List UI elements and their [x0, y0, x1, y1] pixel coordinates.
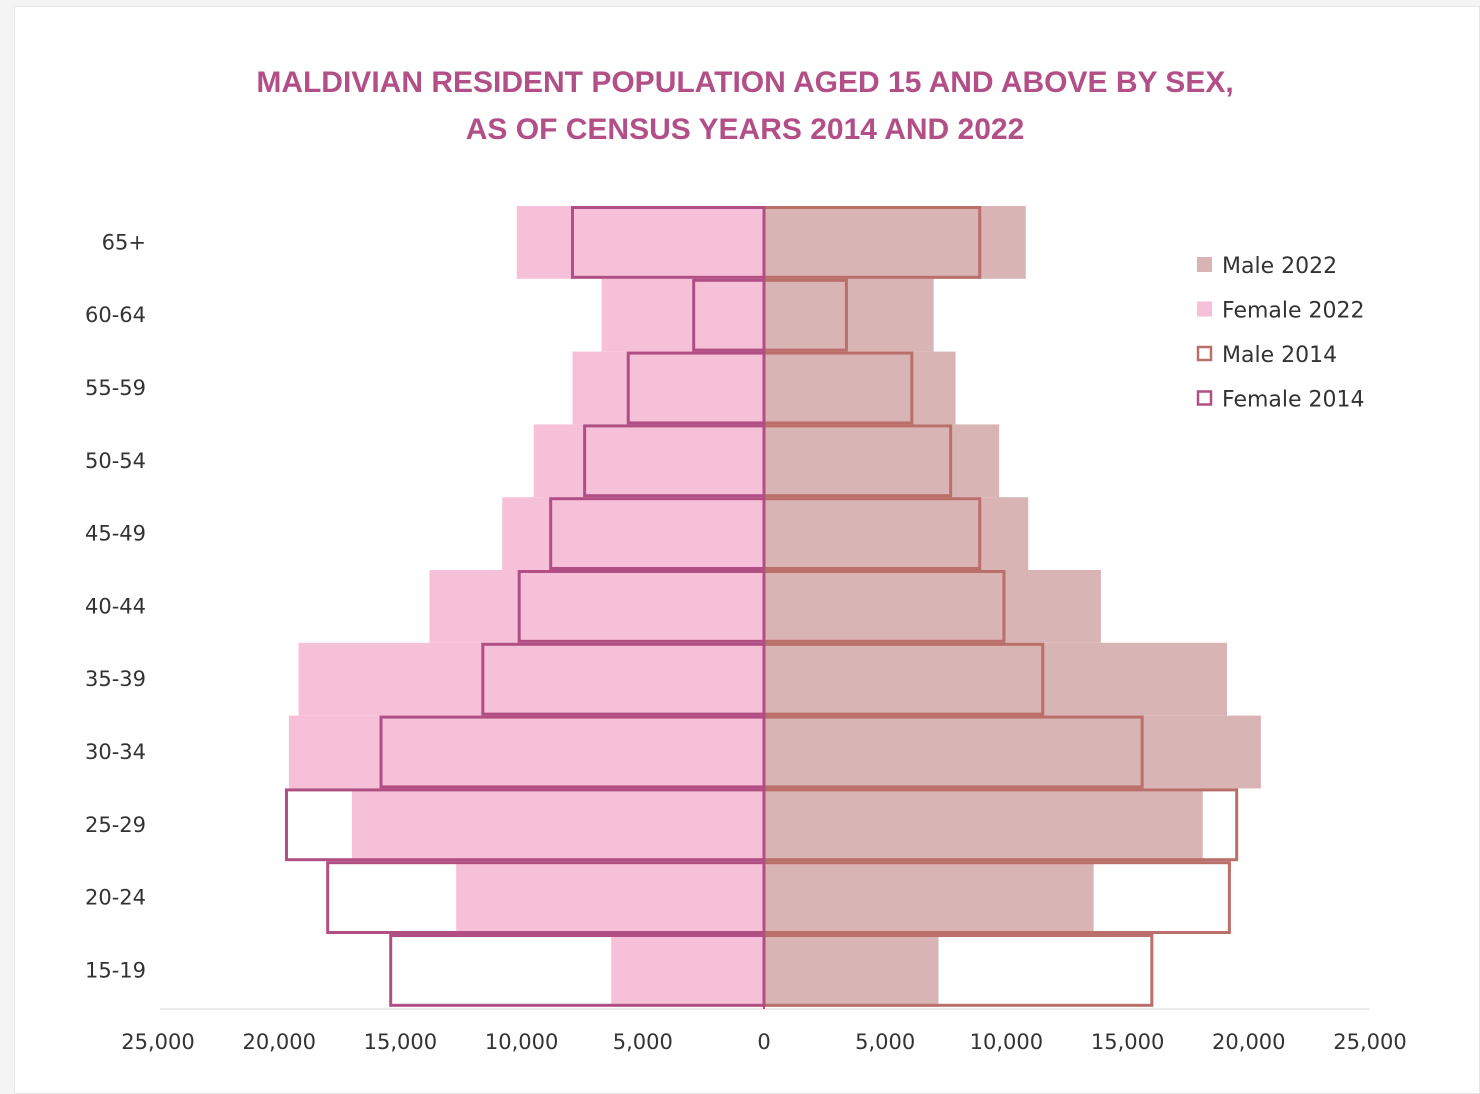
axes	[160, 206, 1370, 1010]
bar-female-2022-65	[516, 206, 764, 279]
category-label-35-39: 35-39	[85, 667, 146, 691]
legend-swatch-male-2022	[1197, 257, 1212, 272]
x-tick-label: 15,000	[364, 1030, 437, 1054]
x-tick-label: 5,000	[613, 1030, 673, 1054]
x-tick-label: 10,000	[970, 1030, 1043, 1054]
x-tick-label: 25,000	[121, 1030, 194, 1054]
bar-female-2022-25-29	[351, 788, 764, 862]
x-tick-label: 20,000	[1212, 1030, 1285, 1054]
legend-label-female-2022: Female 2022	[1222, 299, 1365, 324]
category-label-55-59: 55-59	[85, 376, 146, 400]
bar-male-2022-20-24	[764, 861, 1094, 934]
category-labels: 65+ 60-64 55-59 50-54 45-49 40-44 35-39 30-34 25…	[85, 230, 146, 982]
bar-male-2022-55-59	[764, 351, 956, 425]
legend-label-female-2014: Female 2014	[1222, 388, 1365, 413]
bar-male-2022-65	[764, 206, 1026, 279]
category-label-60-64: 60-64	[85, 303, 146, 327]
bar-male-2022-45-49	[764, 497, 1029, 570]
bar-male-2022-50-54	[764, 424, 1000, 498]
filled-bars	[288, 206, 1261, 1007]
legend-swatch-female-2022	[1197, 301, 1212, 317]
x-tick-label: 10,000	[485, 1030, 558, 1054]
chart-title: MALDIVIAN RESIDENT POPULATION AGED 15 AN…	[256, 66, 1233, 146]
bar-female-2022-50-54	[533, 424, 764, 498]
bar-female-2022-40-44	[429, 570, 764, 643]
x-tick-label: 0	[757, 1030, 770, 1054]
bar-female-2022-55-59	[572, 351, 764, 425]
chart-title-line-2: AS OF CENSUS YEARS 2014 AND 2022	[466, 113, 1025, 146]
category-label-30-34: 30-34	[85, 740, 146, 764]
x-tick-labels: 25,000 20,000 15,000 10,000 5,000 0 5,000 10,00…	[121, 1030, 1406, 1054]
legend-label-male-2014: Male 2014	[1222, 343, 1337, 368]
bar-female-2022-45-49	[502, 497, 764, 570]
category-label-45-49: 45-49	[85, 522, 146, 546]
bar-male-2022-25-29	[764, 788, 1203, 862]
bar-male-2022-30-34	[764, 715, 1261, 789]
bar-female-2022-15-19	[611, 934, 764, 1007]
category-label-15-19: 15-19	[85, 958, 146, 982]
legend-label-male-2022: Male 2022	[1222, 254, 1337, 279]
bar-female-2022-20-24	[456, 861, 764, 934]
bar-male-2022-15-19	[764, 934, 939, 1007]
bar-male-2022-35-39	[764, 642, 1227, 716]
bar-female-2022-35-39	[298, 642, 764, 716]
legend-swatch-female-2014	[1196, 390, 1213, 406]
category-label-65: 65+	[102, 230, 146, 254]
legend: Male 2022 Female 2022 Male 2014 Female 2014	[1196, 254, 1365, 413]
category-label-20-24: 20-24	[85, 886, 146, 910]
category-label-25-29: 25-29	[85, 813, 146, 837]
bar-female-2022-60-64	[601, 278, 764, 352]
bar-female-2022-30-34	[288, 715, 764, 789]
legend-swatch-male-2014	[1196, 345, 1213, 362]
x-tick-label: 25,000	[1333, 1030, 1406, 1054]
bar-male-2022-60-64	[764, 278, 934, 352]
x-tick-label: 20,000	[242, 1030, 315, 1054]
x-tick-label: 15,000	[1091, 1030, 1164, 1054]
category-label-40-44: 40-44	[85, 594, 146, 618]
category-label-50-54: 50-54	[85, 449, 146, 473]
bar-male-2022-40-44	[764, 570, 1101, 643]
x-tick-label: 5,000	[855, 1030, 915, 1054]
chart-title-line-1: MALDIVIAN RESIDENT POPULATION AGED 15 AN…	[256, 66, 1233, 99]
